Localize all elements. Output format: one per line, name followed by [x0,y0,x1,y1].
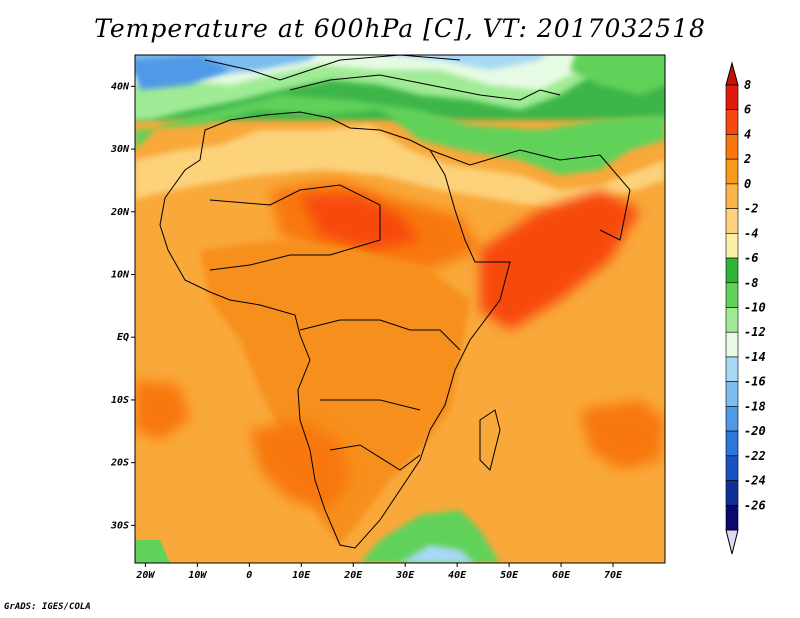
lon-tick-label: 50E [500,570,519,581]
colorbar-label: 0 [744,177,751,191]
colorbar-label: -10 [744,301,766,315]
colorbar-label: -20 [744,424,766,438]
lon-tick-label: 20W [135,570,155,581]
colorbar: 8 6 4 2 0 -2 -4 -6 -8 -10 -12 -14 -16 -18 -20 -22 -24 -26 [725,61,766,555]
colorbar-label: 4 [744,127,751,141]
plot-frame [134,54,666,564]
colorbar-swatch [725,134,739,160]
lat-tick-label: 10S [111,395,129,406]
colorbar-label: -4 [744,226,758,240]
colorbar-label: -8 [744,276,758,290]
lon-tick-label: 40E [448,570,467,581]
colorbar-label: -16 [744,375,766,389]
colorbar-label: -14 [744,350,766,364]
colorbar-swatch [725,84,739,111]
lon-tick-label: 10W [188,570,207,581]
lon-tick-label: 20E [343,570,363,581]
colorbar-swatch [725,430,739,457]
colorbar-swatch [725,109,739,135]
lat-tick-label: EQ [117,332,129,343]
colorbar-swatch [725,282,739,308]
colorbar-swatch [725,504,739,531]
colorbar-label: 2 [743,152,751,166]
colorbar-swatch [725,480,739,506]
colorbar-swatch [725,208,739,234]
colorbar-label: -24 [744,474,766,488]
colorbar-min-arrow [725,529,739,555]
colorbar-swatch [725,257,739,284]
lon-tick-label: 0 [246,570,252,581]
lon-tick-label: 60E [552,570,571,581]
colorbar-swatch [725,381,739,407]
lat-tick-label: 30N [110,144,130,155]
lat-tick-label: 10N [111,270,130,281]
longitude-ticks: 20W 10W 0 10E 20E 30E 40E 50E 60E 70E [135,563,623,581]
colorbar-swatch [725,356,739,382]
lat-tick-label: 40N [111,81,130,92]
colorbar-swatch [725,183,739,209]
lat-tick-label: 20N [110,207,130,218]
lat-tick-label: 30S [110,520,129,531]
chart-title: Temperature at 600hPa [C], VT: 201703251… [94,14,706,43]
footer-credit: GrADS: IGES/COLA [4,602,91,612]
colorbar-label: -6 [744,251,758,265]
colorbar-label: -18 [744,399,766,413]
colorbar-max-arrow [725,61,739,86]
colorbar-swatch [725,331,739,358]
colorbar-label: -22 [744,449,766,463]
colorbar-swatch [725,307,739,333]
colorbar-label: -12 [744,325,766,339]
colorbar-label: 6 [744,103,751,117]
colorbar-label: 8 [744,78,751,92]
colorbar-label: -2 [744,202,758,216]
colorbar-swatch [725,158,739,185]
colorbar-swatch [725,455,739,481]
lon-tick-label: 70E [604,570,623,581]
temperature-field [135,55,665,563]
lat-tick-label: 20S [110,458,129,469]
colorbar-swatch [725,233,739,259]
lon-tick-label: 10E [292,570,311,581]
latitude-ticks: 40N 30N 20N 10N EQ 10S 20S 30S [110,81,135,531]
lon-tick-label: 30E [395,570,415,581]
colorbar-swatch [725,406,739,432]
colorbar-label: -26 [744,498,766,512]
